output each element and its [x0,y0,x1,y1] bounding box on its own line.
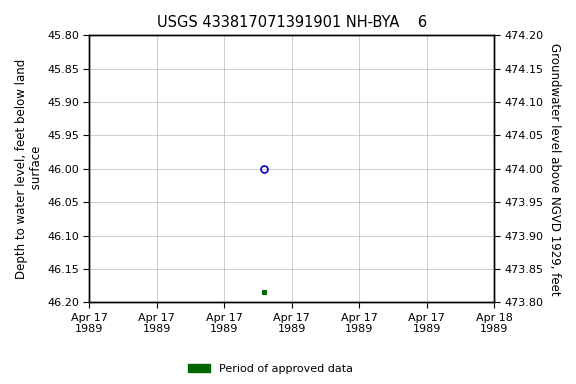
Y-axis label: Groundwater level above NGVD 1929, feet: Groundwater level above NGVD 1929, feet [548,43,561,295]
Y-axis label: Depth to water level, feet below land
 surface: Depth to water level, feet below land su… [15,59,43,279]
Legend: Period of approved data: Period of approved data [184,359,358,379]
Title: USGS 433817071391901 NH-BYA    6: USGS 433817071391901 NH-BYA 6 [157,15,427,30]
